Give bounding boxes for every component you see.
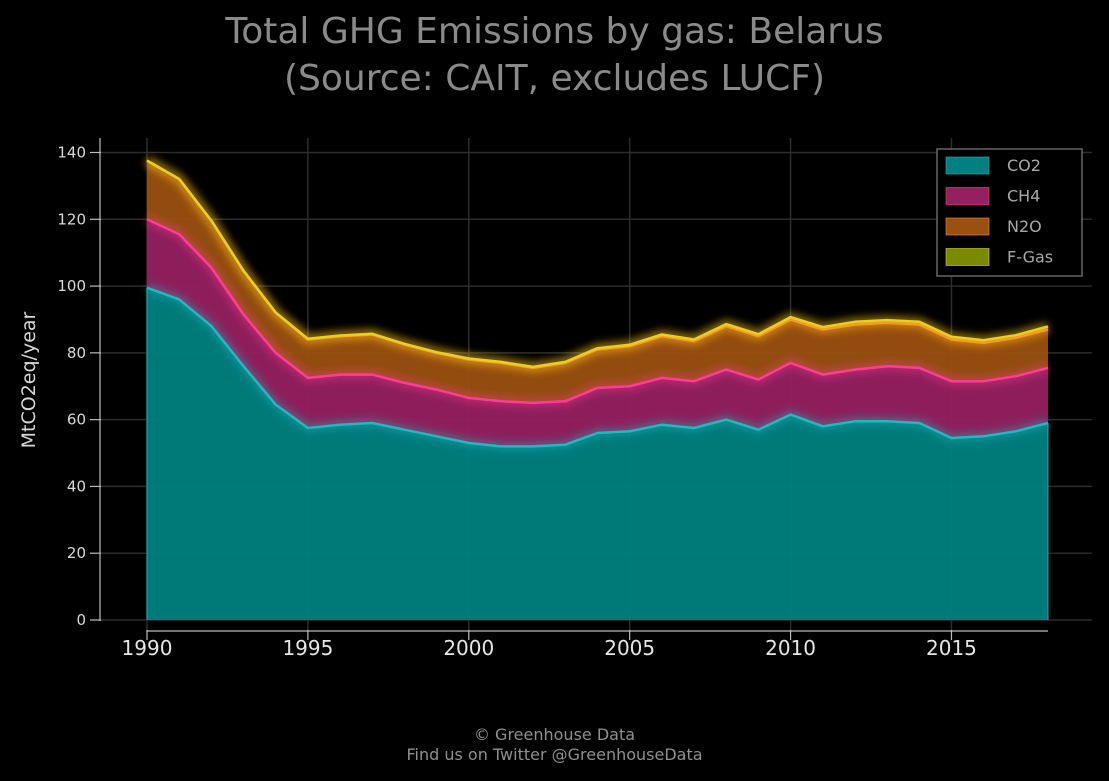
x-tick-label: 2005: [604, 636, 655, 660]
area-n2o: [147, 160, 1048, 403]
line-f-gas: [146, 159, 1049, 369]
footer-copyright: © Greenhouse Data: [473, 725, 636, 744]
area-co2: [147, 287, 1048, 620]
x-tick-label: 2015: [926, 636, 977, 660]
footer-twitter: Find us on Twitter @GreenhouseData: [406, 745, 703, 764]
x-tick-label: 1995: [282, 636, 333, 660]
y-tick-label: 140: [57, 144, 86, 162]
series-lines: [144, 156, 1050, 620]
legend-label: N2O: [1007, 217, 1042, 236]
legend-label: F-Gas: [1007, 248, 1053, 267]
chart-title-line2: (Source: CAIT, excludes LUCF): [283, 58, 826, 99]
y-tick-label: 80: [67, 344, 86, 362]
legend-swatch: [945, 156, 990, 175]
legend: CO2 CH4 N2O F-Gas: [936, 148, 1083, 277]
chart-title-line1: Total GHG Emissions by gas: Belarus: [225, 11, 884, 52]
line-co2: [146, 286, 1049, 448]
x-tick-label: 2010: [765, 636, 816, 660]
area-layers: [147, 160, 1048, 620]
legend-label: CO2: [1007, 156, 1041, 175]
legend-swatch: [945, 187, 990, 205]
y-axis-label: MtCO2eq/year: [18, 311, 40, 448]
legend-swatch: [945, 248, 990, 266]
y-tick-label: 60: [67, 411, 86, 429]
line-ch4: [146, 218, 1049, 405]
x-tick-label: 2000: [443, 636, 494, 660]
y-tick-label: 20: [67, 544, 86, 562]
x-tick-label: 1990: [122, 636, 173, 660]
y-tick-label: 100: [57, 277, 86, 295]
y-tick-label: 120: [57, 210, 86, 228]
y-tick-label: 0: [76, 611, 86, 629]
legend-label: CH4: [1007, 187, 1040, 206]
chart-title: Total GHG Emissions by gas: Belarus (Sou…: [0, 8, 1109, 102]
legend-swatch: [945, 217, 990, 236]
axes: 0 20 40 60 80 100 120 140 1990 1995 2000 2005 2010 20…: [57, 138, 1048, 660]
footer: © Greenhouse Data Find us on Twitter @Gr…: [0, 725, 1109, 765]
area-ch4: [147, 219, 1048, 447]
y-tick-label: 40: [67, 477, 86, 495]
